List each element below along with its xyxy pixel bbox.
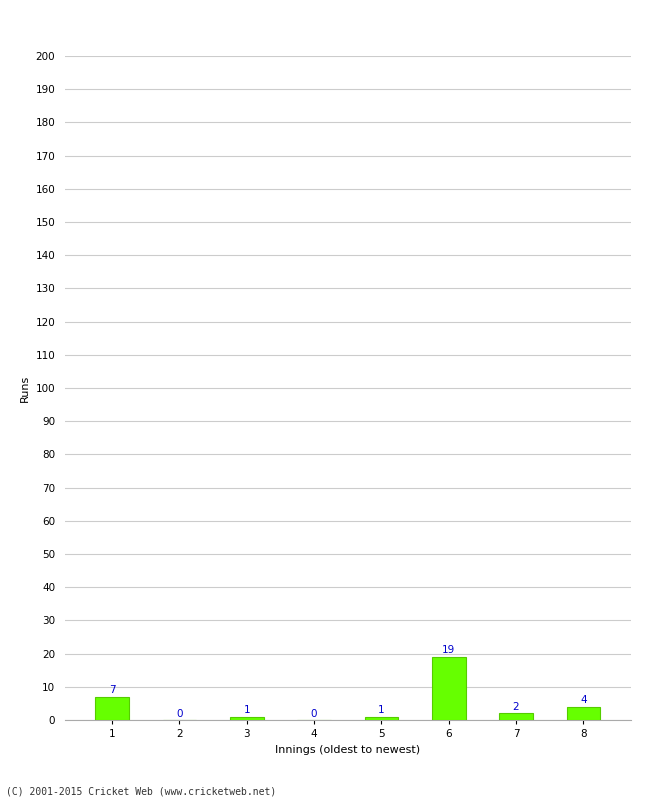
Text: 1: 1 [378,705,385,715]
Bar [567,706,600,720]
Text: 4: 4 [580,695,587,705]
Text: 0: 0 [176,709,183,718]
Text: 1: 1 [244,705,250,715]
Bar [96,697,129,720]
Text: (C) 2001-2015 Cricket Web (www.cricketweb.net): (C) 2001-2015 Cricket Web (www.cricketwe… [6,786,277,796]
Text: 7: 7 [109,685,116,695]
Bar [499,714,533,720]
Text: 19: 19 [442,646,456,655]
Bar [432,657,465,720]
Text: 0: 0 [311,709,317,718]
Bar [365,717,398,720]
X-axis label: Innings (oldest to newest): Innings (oldest to newest) [275,745,421,754]
Text: 2: 2 [513,702,519,712]
Bar [230,717,264,720]
Y-axis label: Runs: Runs [20,374,30,402]
